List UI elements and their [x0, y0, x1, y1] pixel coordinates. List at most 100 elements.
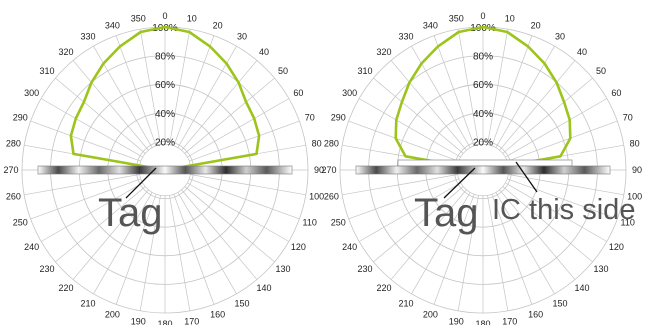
radius-label-20: 20% [473, 137, 493, 148]
angle-label-190: 190 [131, 317, 146, 325]
angle-label-180: 180 [157, 319, 172, 325]
spoke-20 [491, 35, 533, 146]
angle-label-210: 210 [80, 298, 95, 308]
spoke-330 [411, 45, 471, 148]
angle-label-310: 310 [40, 66, 55, 76]
angle-label-20: 20 [213, 20, 223, 30]
angle-label-300: 300 [24, 88, 39, 98]
angle-label-160: 160 [528, 310, 543, 320]
tag-pointer-line [125, 167, 157, 199]
angle-label-230: 230 [358, 264, 373, 274]
radius-label-80: 80% [155, 52, 175, 63]
angle-label-130: 130 [593, 264, 608, 274]
angle-label-80: 80 [630, 138, 640, 148]
spoke-350 [457, 29, 479, 145]
angle-label-350: 350 [131, 13, 146, 23]
angle-label-150: 150 [234, 298, 249, 308]
angle-label-200: 200 [423, 310, 438, 320]
angle-label-350: 350 [449, 13, 464, 23]
radius-label-80: 80% [473, 52, 493, 63]
spoke-170 [169, 195, 191, 311]
spoke-50 [502, 77, 593, 154]
angle-label-100: 100 [309, 192, 324, 202]
spoke-230 [55, 186, 146, 263]
spoke-240 [40, 182, 143, 242]
spoke-60 [187, 98, 290, 158]
spoke-240 [358, 182, 461, 242]
spoke-230 [373, 186, 464, 263]
radius-label-40: 40% [155, 109, 175, 120]
angle-label-80: 80 [312, 138, 322, 148]
spoke-330 [93, 45, 153, 148]
angle-label-30: 30 [237, 32, 247, 42]
tag-label: Tag [414, 191, 479, 235]
spoke-150 [177, 192, 237, 295]
angle-label-60: 60 [611, 88, 621, 98]
angle-label-280: 280 [6, 138, 21, 148]
spoke-10 [487, 29, 509, 145]
spoke-20 [173, 35, 215, 146]
angle-label-140: 140 [256, 283, 271, 293]
angle-label-240: 240 [342, 242, 357, 252]
spoke-140 [181, 189, 258, 280]
angle-label-190: 190 [449, 317, 464, 325]
spoke-130 [184, 186, 275, 263]
angle-label-90: 90 [314, 165, 324, 175]
tag-label: Tag [98, 191, 163, 235]
angle-label-300: 300 [342, 88, 357, 98]
angle-label-140: 140 [574, 283, 589, 293]
angle-label-120: 120 [291, 242, 306, 252]
tag-bar [355, 165, 611, 175]
angle-label-30: 30 [555, 32, 565, 42]
spoke-210 [411, 192, 471, 295]
angle-label-40: 40 [577, 47, 587, 57]
angle-label-290: 290 [13, 112, 28, 122]
spoke-140 [499, 189, 576, 280]
spoke-250 [30, 178, 141, 220]
spoke-130 [502, 186, 593, 263]
angle-label-50: 50 [278, 66, 288, 76]
spoke-290 [30, 120, 141, 162]
angle-label-50: 50 [596, 66, 606, 76]
angle-label-60: 60 [293, 88, 303, 98]
angle-label-270: 270 [321, 165, 336, 175]
angle-label-10: 10 [505, 13, 515, 23]
tag-pointer-line [443, 167, 476, 199]
angle-label-340: 340 [105, 20, 120, 30]
angle-label-340: 340 [423, 20, 438, 30]
spoke-100 [190, 174, 306, 196]
angle-label-220: 220 [376, 283, 391, 293]
angle-label-260: 260 [6, 192, 21, 202]
angle-label-310: 310 [358, 66, 373, 76]
angle-label-260: 260 [324, 192, 339, 202]
angle-label-70: 70 [623, 112, 633, 122]
polar-chart-right: 0 10 20 30 40 50 60 70 80 90 100 110 120 130 140 150 160… [321, 11, 642, 325]
polar-chart-left: 0 10 20 30 40 50 60 70 80 90 100 110 120 130 140 150 160… [3, 11, 324, 325]
angle-label-320: 320 [376, 47, 391, 57]
spoke-320 [390, 60, 467, 151]
angle-labels-right: 0 10 20 30 40 50 60 70 80 90 100 110 120 130 140 150 160… [321, 11, 642, 325]
angle-label-290: 290 [331, 112, 346, 122]
angle-label-230: 230 [40, 264, 55, 274]
spoke-50 [184, 77, 275, 154]
spoke-60 [505, 98, 608, 158]
spoke-30 [177, 45, 237, 148]
angle-label-0: 0 [162, 11, 167, 21]
radius-label-40: 40% [473, 109, 493, 120]
radius-label-60: 60% [155, 80, 175, 91]
spoke-30 [495, 45, 555, 148]
angle-labels-left: 0 10 20 30 40 50 60 70 80 90 100 110 120 130 140 150 160… [3, 11, 324, 325]
ic-side-label: IC this side [492, 194, 635, 226]
angle-label-250: 250 [331, 218, 346, 228]
spoke-350 [139, 29, 161, 145]
angle-label-110: 110 [621, 218, 635, 228]
angle-label-170: 170 [502, 317, 517, 325]
angle-label-250: 250 [13, 218, 28, 228]
spoke-300 [358, 98, 461, 158]
radius-labels-left: 20% 40% 60% 80% 100% [152, 23, 178, 148]
angle-label-130: 130 [275, 264, 290, 274]
spoke-120 [187, 182, 290, 242]
radius-label-100: 100% [470, 23, 496, 34]
radius-label-100: 100% [152, 23, 178, 34]
